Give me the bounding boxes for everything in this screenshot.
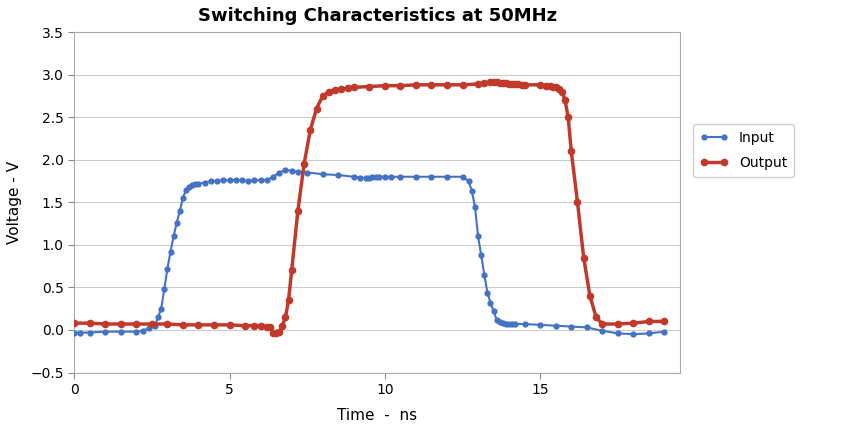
Output bbox=[305, 127, 315, 132]
Output bbox=[69, 321, 79, 326]
X-axis label: Time  -  ns: Time - ns bbox=[337, 408, 417, 423]
Output bbox=[427, 82, 437, 87]
Output bbox=[268, 330, 278, 335]
Input bbox=[495, 320, 505, 325]
Y-axis label: Voltage - V: Voltage - V bbox=[7, 161, 22, 244]
Output bbox=[271, 331, 281, 336]
Title: Switching Characteristics at 50MHz: Switching Characteristics at 50MHz bbox=[197, 7, 557, 25]
Input bbox=[69, 330, 79, 335]
Line: Input: Input bbox=[71, 168, 667, 337]
Input bbox=[660, 329, 670, 334]
Input bbox=[193, 181, 203, 186]
Input bbox=[302, 170, 312, 175]
Output bbox=[563, 114, 573, 120]
Line: Output: Output bbox=[71, 79, 667, 337]
Legend: Input, Output: Input, Output bbox=[693, 124, 794, 177]
Input bbox=[200, 180, 210, 185]
Input bbox=[489, 309, 499, 314]
Output bbox=[660, 319, 670, 324]
Input bbox=[184, 184, 195, 190]
Output bbox=[591, 315, 601, 320]
Output bbox=[572, 200, 582, 205]
Output bbox=[485, 80, 496, 85]
Input bbox=[628, 332, 638, 337]
Input bbox=[280, 167, 291, 172]
